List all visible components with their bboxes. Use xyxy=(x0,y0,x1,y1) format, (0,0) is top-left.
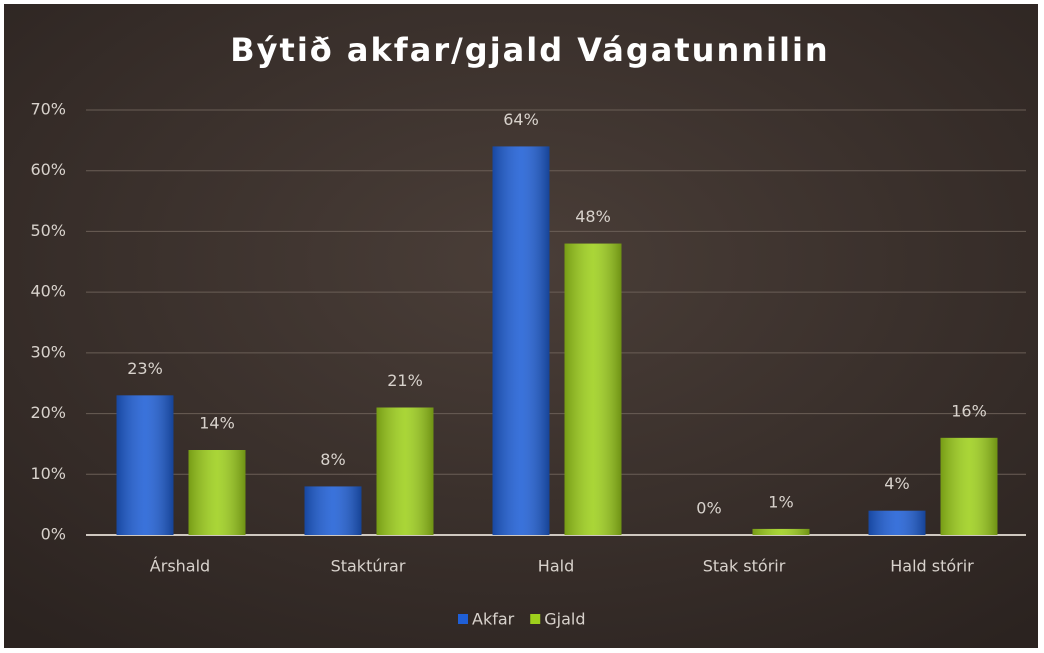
value-label: 64% xyxy=(503,110,539,129)
legend-label: Gjald xyxy=(544,610,585,629)
value-label: 4% xyxy=(884,474,909,493)
x-tick-label: Stak stórir xyxy=(703,557,786,576)
bar-shade xyxy=(188,450,246,535)
x-tick-label: Árshald xyxy=(150,557,210,576)
bar-shade xyxy=(492,146,550,535)
bar-shade xyxy=(116,395,174,535)
value-label: 8% xyxy=(320,450,345,469)
legend-swatch xyxy=(530,614,541,624)
x-tick-label: Hald xyxy=(538,557,574,576)
bar-shade xyxy=(940,437,998,535)
value-label: 14% xyxy=(199,414,235,433)
bar-shade xyxy=(304,486,362,535)
bar-shade xyxy=(564,243,622,536)
bar-shade xyxy=(752,528,810,535)
y-tick-label: 10% xyxy=(30,464,66,483)
y-tick-label: 40% xyxy=(30,282,66,301)
bar-shade xyxy=(868,510,926,535)
x-tick-label: Staktúrar xyxy=(331,557,406,576)
legend-label: Akfar xyxy=(472,610,515,629)
value-label: 1% xyxy=(768,492,793,511)
x-tick-label: Hald stórir xyxy=(890,557,974,576)
y-tick-label: 50% xyxy=(30,221,66,240)
y-tick-label: 30% xyxy=(30,342,66,361)
chart-title: Býtið akfar/gjald Vágatunnilin xyxy=(230,31,829,69)
value-label: 23% xyxy=(127,359,163,378)
value-label: 48% xyxy=(575,207,611,226)
y-tick-label: 0% xyxy=(41,525,66,544)
value-label: 16% xyxy=(951,401,987,420)
bar-shade xyxy=(376,407,434,535)
value-label: 21% xyxy=(387,371,423,390)
y-tick-label: 70% xyxy=(30,100,66,119)
value-label: 0% xyxy=(696,499,721,518)
y-tick-label: 20% xyxy=(30,403,66,422)
y-tick-label: 60% xyxy=(30,160,66,179)
legend-swatch xyxy=(458,614,468,624)
